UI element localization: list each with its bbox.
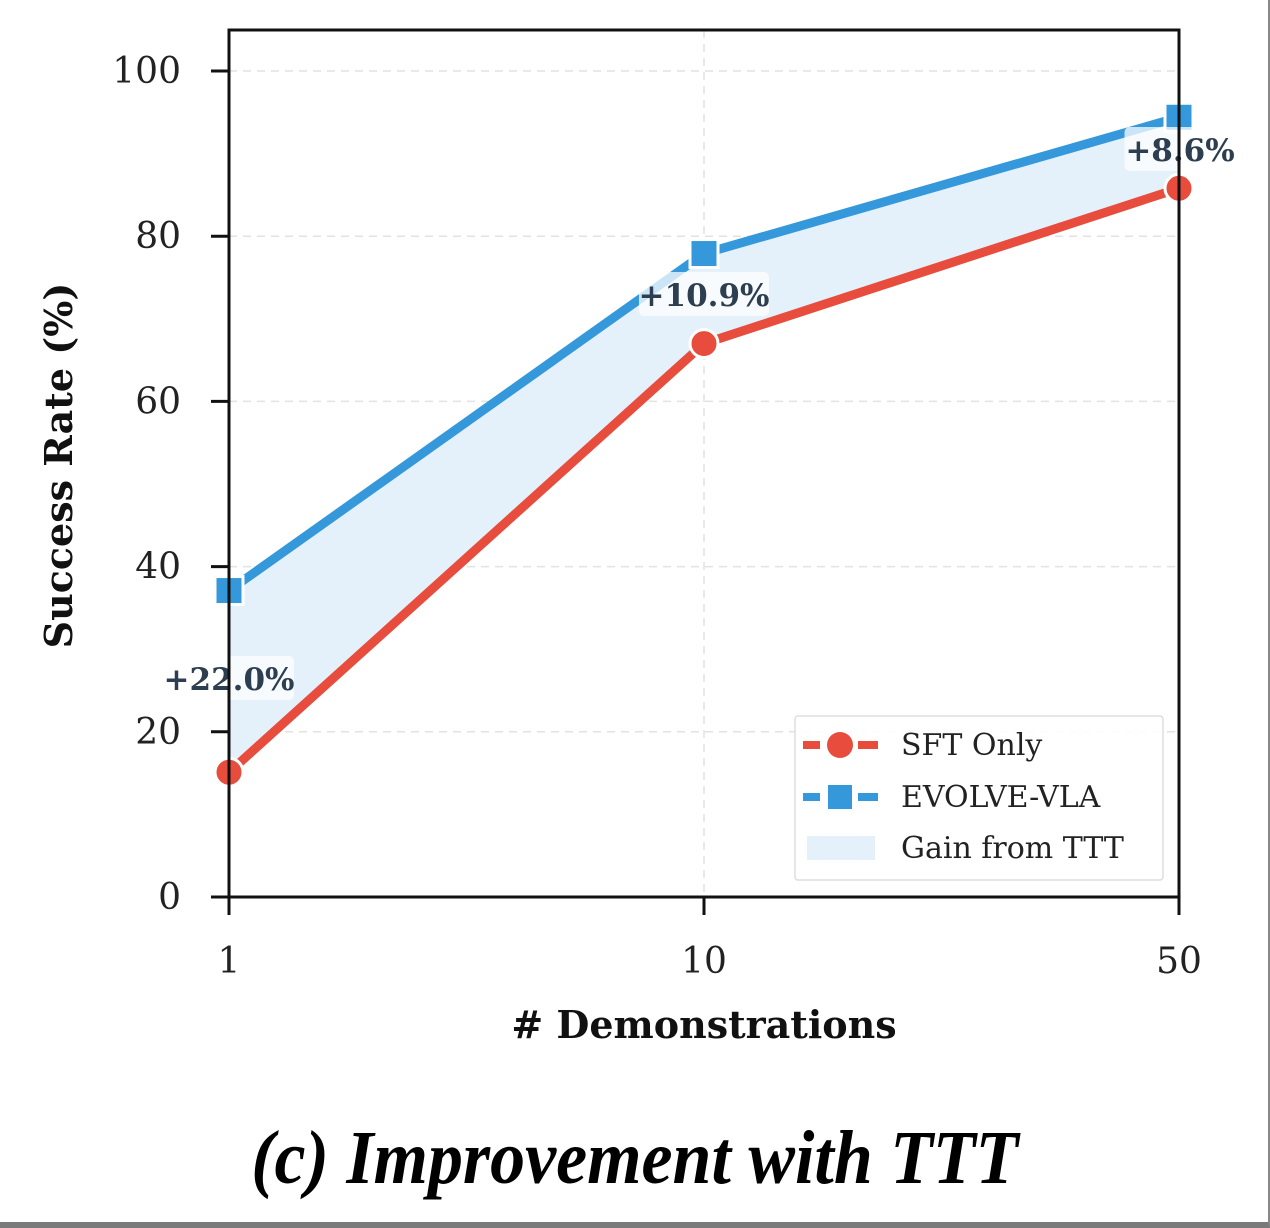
- legend-label: Gain from TTT: [901, 831, 1124, 866]
- x-tick-label: 50: [1156, 941, 1202, 982]
- x-tick-label: 1: [218, 941, 241, 982]
- x-axis-label: # Demonstrations: [511, 1002, 896, 1047]
- legend: SFT Only EVOLVE-VLA Gain from TTT: [794, 715, 1164, 881]
- figure-caption: (c) Improvement with TTT: [251, 1116, 1019, 1200]
- y-tick-label: 20: [135, 712, 181, 753]
- gain-annotation: +10.9%: [639, 278, 770, 314]
- legend-item: Gain from TTT: [807, 831, 1124, 866]
- y-tick-label: 100: [112, 51, 181, 92]
- gain-annotation-box: [639, 272, 769, 316]
- legend-box: [794, 715, 1164, 881]
- legend-item: EVOLVE-VLA: [803, 780, 1101, 815]
- gain-fill-area: [229, 117, 1179, 773]
- data-point-evolve-vla: [688, 238, 720, 270]
- legend-marker-square: [828, 785, 852, 809]
- y-tick-label: 0: [158, 877, 181, 918]
- y-axis-label: Success Rate (%): [36, 283, 81, 649]
- y-tick-label: 40: [135, 547, 181, 588]
- y-tick-label: 60: [135, 381, 181, 422]
- data-point-sft-only: [688, 328, 720, 360]
- legend-marker-circle: [827, 732, 853, 758]
- x-tick-label: 10: [681, 941, 727, 982]
- legend-label: EVOLVE-VLA: [901, 780, 1101, 815]
- y-tick-label: 80: [135, 216, 181, 257]
- legend-swatch-gain: [807, 836, 875, 860]
- legend-label: SFT Only: [901, 728, 1042, 763]
- legend-item: SFT Only: [803, 728, 1042, 763]
